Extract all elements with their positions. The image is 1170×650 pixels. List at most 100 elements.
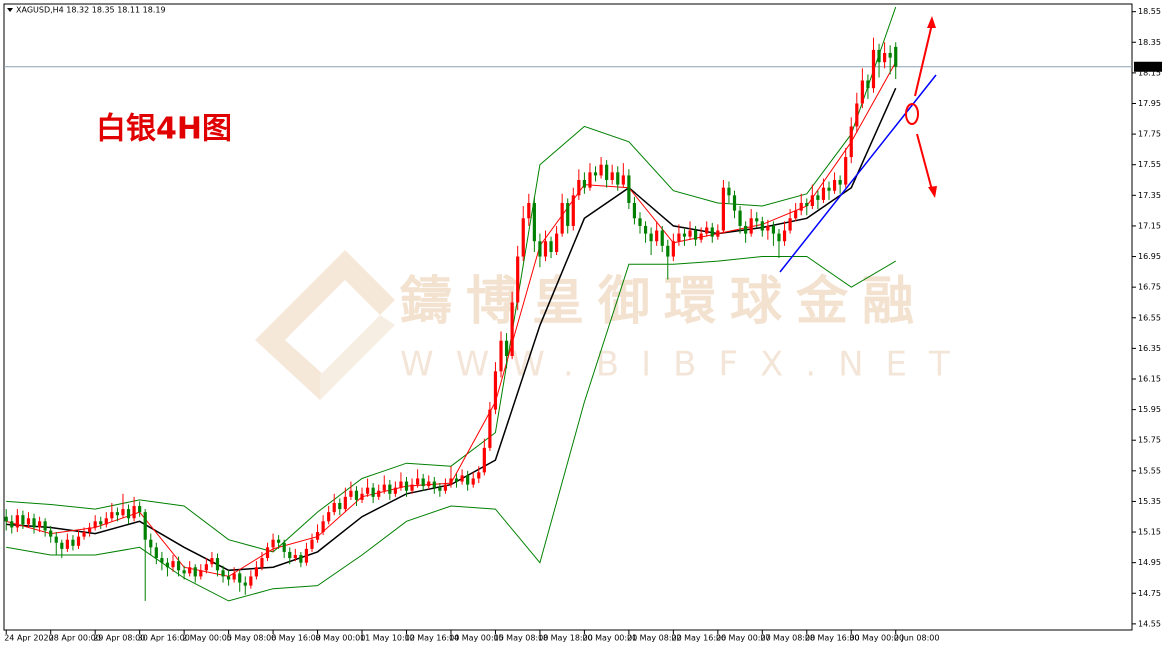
candle-body <box>371 487 375 497</box>
candle-body <box>265 547 270 559</box>
candle-body <box>532 202 536 242</box>
candle-body <box>727 187 731 196</box>
candle-body <box>210 558 214 565</box>
candle-body <box>427 481 431 487</box>
candle-body <box>188 567 192 574</box>
candle-body <box>493 371 498 410</box>
candle-body <box>844 157 848 185</box>
candle-body <box>805 202 809 207</box>
y-tick-label: 15.35 <box>1138 497 1161 506</box>
watermark-url: WWW.BIBFX.NET <box>400 345 972 385</box>
y-tick-label: 15.95 <box>1138 405 1161 414</box>
candle-body <box>482 447 486 473</box>
candle-body <box>82 532 86 537</box>
candle-body <box>738 210 742 226</box>
candle-body <box>538 241 542 257</box>
symbol-header: XAGUSD,H4 18.32 18.35 18.11 18.19 <box>16 6 166 15</box>
candle-body <box>243 582 247 586</box>
x-tick-label: 20 May 00:00 <box>582 634 637 643</box>
candle-body <box>15 515 19 528</box>
candle-body <box>871 49 876 89</box>
candle-body <box>755 218 759 222</box>
candle-body <box>682 233 687 237</box>
candle-body <box>365 487 370 494</box>
x-tick-label: 15 May 08:00 <box>493 634 548 643</box>
y-tick-label: 14.55 <box>1138 619 1161 628</box>
candle-body <box>132 506 136 519</box>
circle-mark <box>905 103 919 125</box>
x-tick-label: 26 May 00:00 <box>716 634 771 643</box>
candle-body <box>299 555 303 563</box>
candle-body <box>760 221 764 231</box>
candle-body <box>888 52 892 58</box>
arrow-down <box>916 133 933 191</box>
candle-body <box>827 187 831 191</box>
candle-body <box>894 46 898 67</box>
candle-body <box>104 518 108 525</box>
candle-body <box>204 564 208 571</box>
candle-body <box>543 241 548 257</box>
candle-body <box>566 202 570 226</box>
y-tick-label: 16.35 <box>1138 344 1161 353</box>
x-tick-label: 27 May 08:00 <box>760 634 815 643</box>
candle-body <box>271 539 275 548</box>
candle-body <box>744 225 748 234</box>
candle-body <box>315 532 320 540</box>
candle-body <box>54 536 58 543</box>
y-tick-label: 16.15 <box>1138 374 1161 383</box>
candle-body <box>421 478 425 487</box>
candle-body <box>310 539 314 549</box>
y-tick-label: 18.15 <box>1138 68 1161 77</box>
current-price-label: 18.19 <box>1137 62 1160 71</box>
y-tick-label: 16.95 <box>1138 252 1161 261</box>
candle-body <box>799 202 803 211</box>
candle-body <box>671 241 675 257</box>
candle-body <box>749 218 753 234</box>
candle-body <box>655 230 659 242</box>
candle-body <box>4 516 8 522</box>
x-tick-label: 30 Apr 16:00 <box>138 634 190 643</box>
candle-body <box>516 256 520 303</box>
candle-body <box>288 551 292 559</box>
candle-body <box>410 484 414 491</box>
candle-body <box>582 180 587 188</box>
candle-body <box>143 512 147 540</box>
candle-body <box>443 484 448 491</box>
candle-body <box>354 490 359 500</box>
candle-body <box>338 502 342 510</box>
candle-body <box>643 225 648 234</box>
candle-body <box>588 172 592 188</box>
candle-body <box>88 527 92 533</box>
candle-body <box>32 518 36 528</box>
candle-body <box>399 481 403 488</box>
candle-body <box>504 340 509 357</box>
candle-body <box>571 195 575 226</box>
candle-body <box>605 164 609 181</box>
candle-body <box>193 567 197 577</box>
candle-body <box>782 230 787 242</box>
candle-body <box>76 536 81 546</box>
candle-body <box>416 478 420 485</box>
candle-body <box>432 481 436 488</box>
candle-body <box>866 80 870 89</box>
candle-body <box>860 80 864 104</box>
y-tick-label: 15.55 <box>1138 466 1161 475</box>
candle-body <box>649 233 653 242</box>
y-tick-label: 18.35 <box>1138 38 1161 47</box>
candle-body <box>60 542 64 549</box>
candle-body <box>165 562 170 568</box>
candle-body <box>138 506 142 513</box>
candle-body <box>716 230 720 237</box>
x-tick-label: 2 Jun 08:00 <box>894 634 940 643</box>
candle-body <box>832 180 837 191</box>
y-tick-label: 17.15 <box>1138 221 1161 230</box>
candle-body <box>477 472 481 479</box>
candle-body <box>560 202 564 234</box>
candle-body <box>577 180 581 196</box>
x-tick-label: 22 May 16:00 <box>671 634 726 643</box>
arrow-up <box>914 23 933 97</box>
candle-body <box>154 547 158 559</box>
current-price-box <box>1134 61 1162 72</box>
candle-body <box>877 49 881 63</box>
